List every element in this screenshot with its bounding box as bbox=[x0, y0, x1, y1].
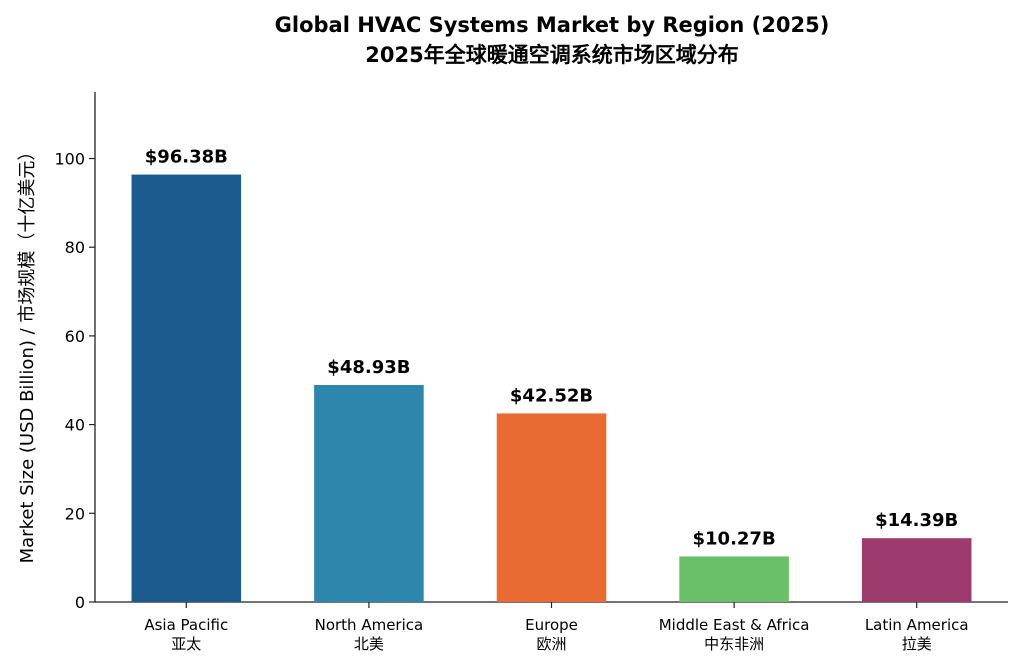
y-tick-label: 60 bbox=[65, 327, 85, 346]
y-tick-label: 80 bbox=[65, 238, 85, 257]
x-tick-label-en: North America bbox=[315, 616, 424, 634]
x-tick-label-zh: 北美 bbox=[354, 635, 384, 653]
bar-value-label: $14.39B bbox=[875, 510, 958, 531]
x-tick-label-en: Latin America bbox=[865, 616, 969, 634]
y-tick-label: 0 bbox=[75, 593, 85, 612]
x-tick-label-zh: 中东非洲 bbox=[704, 635, 764, 653]
y-axis-label: Market Size (USD Billion) / 市场规模（十亿美元） bbox=[17, 143, 38, 564]
bar-value-label: $48.93B bbox=[327, 357, 410, 378]
bars bbox=[131, 174, 972, 602]
bar bbox=[131, 174, 242, 602]
x-tick-label-zh: 亚太 bbox=[171, 635, 201, 653]
bar-value-label: $96.38B bbox=[145, 147, 228, 168]
y-tick-label: 20 bbox=[65, 504, 85, 523]
x-tick-label-en: Middle East & Africa bbox=[659, 616, 810, 634]
x-tick-label-en: Asia Pacific bbox=[144, 616, 228, 634]
x-tick-label-en: Europe bbox=[525, 616, 578, 634]
bar-value-label: $10.27B bbox=[693, 528, 776, 549]
y-tick-label: 40 bbox=[65, 416, 85, 435]
value-labels: $96.38B $48.93B $42.52B $10.27B $14.39B bbox=[145, 147, 959, 550]
bar bbox=[496, 413, 607, 602]
chart-title: Global HVAC Systems Market by Region (20… bbox=[275, 13, 830, 37]
x-tick-label-zh: 欧洲 bbox=[536, 635, 566, 653]
bar bbox=[314, 385, 424, 602]
y-tick-labels: 0 20 40 60 80 100 bbox=[54, 150, 85, 612]
y-tick-label: 100 bbox=[54, 150, 85, 169]
bar bbox=[861, 538, 972, 602]
bar-value-label: $42.52B bbox=[510, 385, 593, 406]
x-tick-label-zh: 拉美 bbox=[902, 635, 932, 653]
bar bbox=[679, 556, 789, 602]
chart-subtitle: 2025年全球暖通空调系统市场区域分布 bbox=[365, 43, 738, 67]
